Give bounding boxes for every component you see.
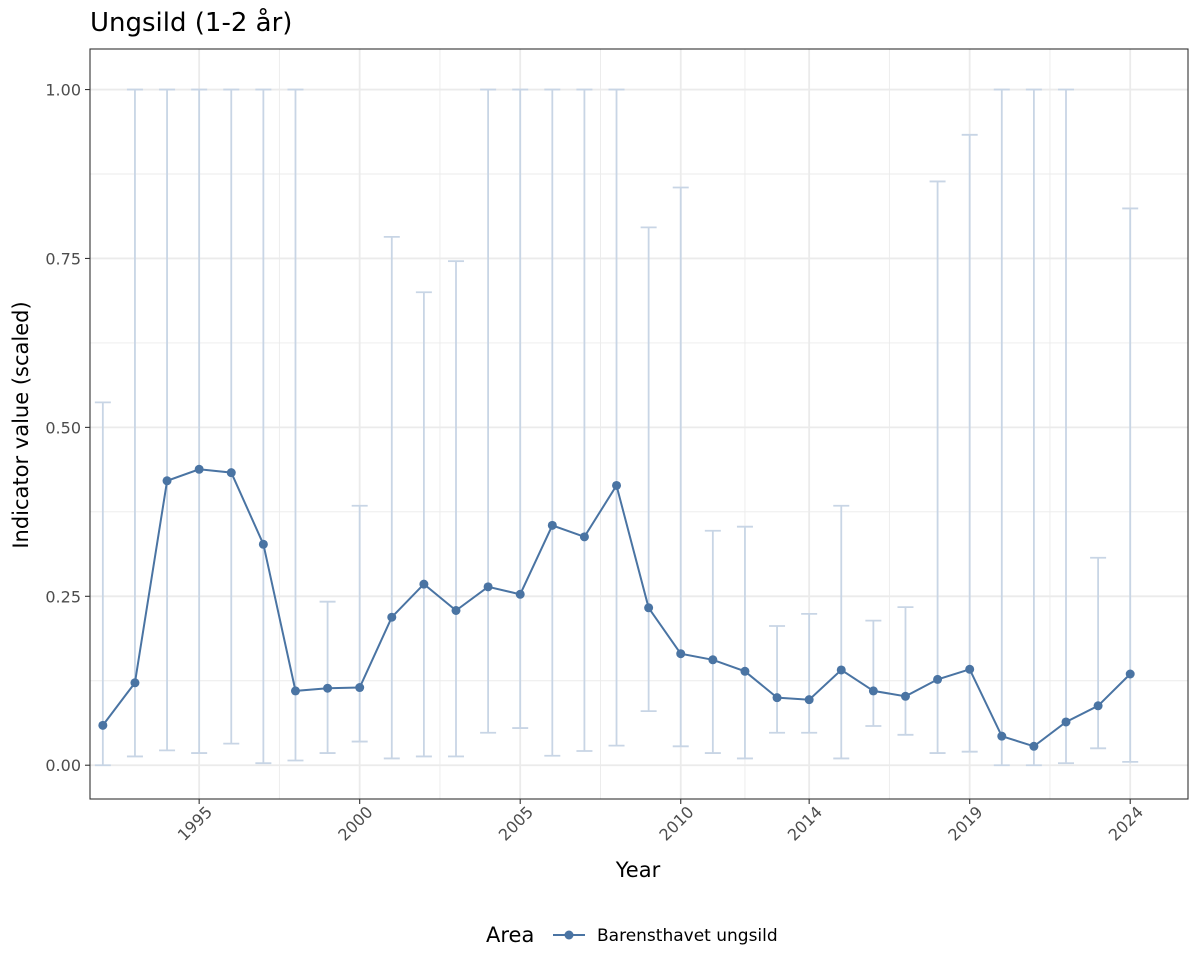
x-tick-label: 2014 bbox=[784, 802, 826, 844]
data-point bbox=[290, 686, 300, 696]
error-bar bbox=[94, 401, 111, 767]
data-point bbox=[708, 655, 718, 665]
panel-border bbox=[89, 48, 1189, 800]
y-tick-label: 0.00 bbox=[45, 756, 81, 775]
chart-title: Ungsild (1-2 år) bbox=[90, 7, 292, 38]
x-tick-label: 2019 bbox=[944, 802, 986, 844]
data-point bbox=[1125, 669, 1135, 679]
data-point bbox=[644, 603, 654, 613]
data-point bbox=[515, 589, 525, 599]
error-bar bbox=[319, 600, 336, 754]
data-point bbox=[419, 579, 429, 589]
legend: Area Barensthavet ungsild bbox=[486, 923, 778, 947]
data-point bbox=[387, 612, 397, 622]
error-bar bbox=[865, 619, 882, 727]
error-bar bbox=[480, 88, 497, 734]
data-point bbox=[1061, 717, 1071, 727]
series-points bbox=[98, 464, 1135, 751]
data-point bbox=[579, 532, 589, 542]
error-bar bbox=[769, 625, 786, 734]
error-bar bbox=[993, 88, 1010, 767]
data-point bbox=[162, 476, 172, 486]
y-axis: 0.00 0.25 0.50 0.75 1.00 bbox=[45, 81, 90, 775]
data-point bbox=[676, 649, 686, 659]
y-tick-label: 0.50 bbox=[45, 418, 81, 437]
error-bar bbox=[512, 88, 529, 729]
panel-background bbox=[90, 49, 1188, 799]
error-bar bbox=[1090, 556, 1107, 750]
data-point bbox=[323, 683, 333, 693]
data-point bbox=[194, 464, 204, 474]
error-bar bbox=[1025, 88, 1042, 767]
error-bar bbox=[544, 88, 561, 757]
error-bar bbox=[961, 133, 978, 753]
data-point bbox=[483, 582, 493, 592]
data-point bbox=[547, 520, 557, 530]
error-bar bbox=[126, 88, 143, 758]
error-bar bbox=[191, 88, 208, 754]
data-point bbox=[612, 480, 622, 490]
error-bar bbox=[255, 88, 272, 765]
legend-key-point bbox=[564, 930, 574, 940]
y-tick-label: 1.00 bbox=[45, 81, 81, 100]
legend-label: Barensthavet ungsild bbox=[597, 926, 778, 946]
error-bar bbox=[383, 235, 400, 760]
x-tick-label: 2005 bbox=[495, 802, 537, 844]
data-point bbox=[98, 720, 108, 730]
error-bar bbox=[897, 606, 914, 736]
error-bar bbox=[833, 504, 850, 760]
data-point bbox=[836, 665, 846, 675]
error-bar bbox=[351, 504, 368, 743]
data-point bbox=[226, 468, 236, 478]
error-bar bbox=[223, 88, 240, 745]
data-point bbox=[868, 686, 878, 696]
data-point bbox=[900, 691, 910, 701]
data-point bbox=[451, 605, 461, 615]
x-tick-label: 1995 bbox=[174, 802, 216, 844]
y-tick-label: 0.75 bbox=[45, 249, 81, 268]
data-point bbox=[965, 664, 975, 674]
error-bar bbox=[159, 88, 176, 752]
data-point bbox=[1029, 741, 1039, 751]
x-axis-label: Year bbox=[615, 858, 661, 882]
x-axis: 1995 2000 2005 2010 2014 2019 2024 bbox=[174, 799, 1147, 845]
error-bar bbox=[415, 291, 432, 758]
error-bar bbox=[929, 180, 946, 754]
error-bar bbox=[801, 612, 818, 734]
data-point bbox=[355, 683, 365, 693]
legend-title: Area bbox=[486, 923, 534, 947]
x-tick-label: 2024 bbox=[1105, 802, 1147, 844]
data-point bbox=[740, 666, 750, 676]
error-bar bbox=[448, 260, 464, 758]
x-tick-label: 2010 bbox=[655, 802, 697, 844]
data-point bbox=[258, 539, 268, 549]
data-point bbox=[130, 678, 140, 688]
data-point bbox=[933, 674, 943, 684]
y-axis-label: Indicator value (scaled) bbox=[9, 301, 33, 548]
y-tick-label: 0.25 bbox=[45, 587, 81, 606]
error-bar bbox=[704, 529, 721, 754]
error-bar bbox=[640, 226, 657, 713]
plot-panel bbox=[89, 48, 1189, 800]
x-tick-label: 2000 bbox=[334, 802, 376, 844]
error-bar bbox=[736, 525, 753, 760]
error-bar bbox=[608, 88, 625, 747]
error-bar bbox=[287, 88, 304, 762]
data-point bbox=[997, 731, 1007, 741]
error-bar bbox=[576, 88, 593, 752]
error-bar bbox=[1058, 88, 1074, 765]
data-point bbox=[772, 693, 782, 703]
data-point bbox=[804, 695, 814, 705]
data-point bbox=[1093, 701, 1103, 711]
